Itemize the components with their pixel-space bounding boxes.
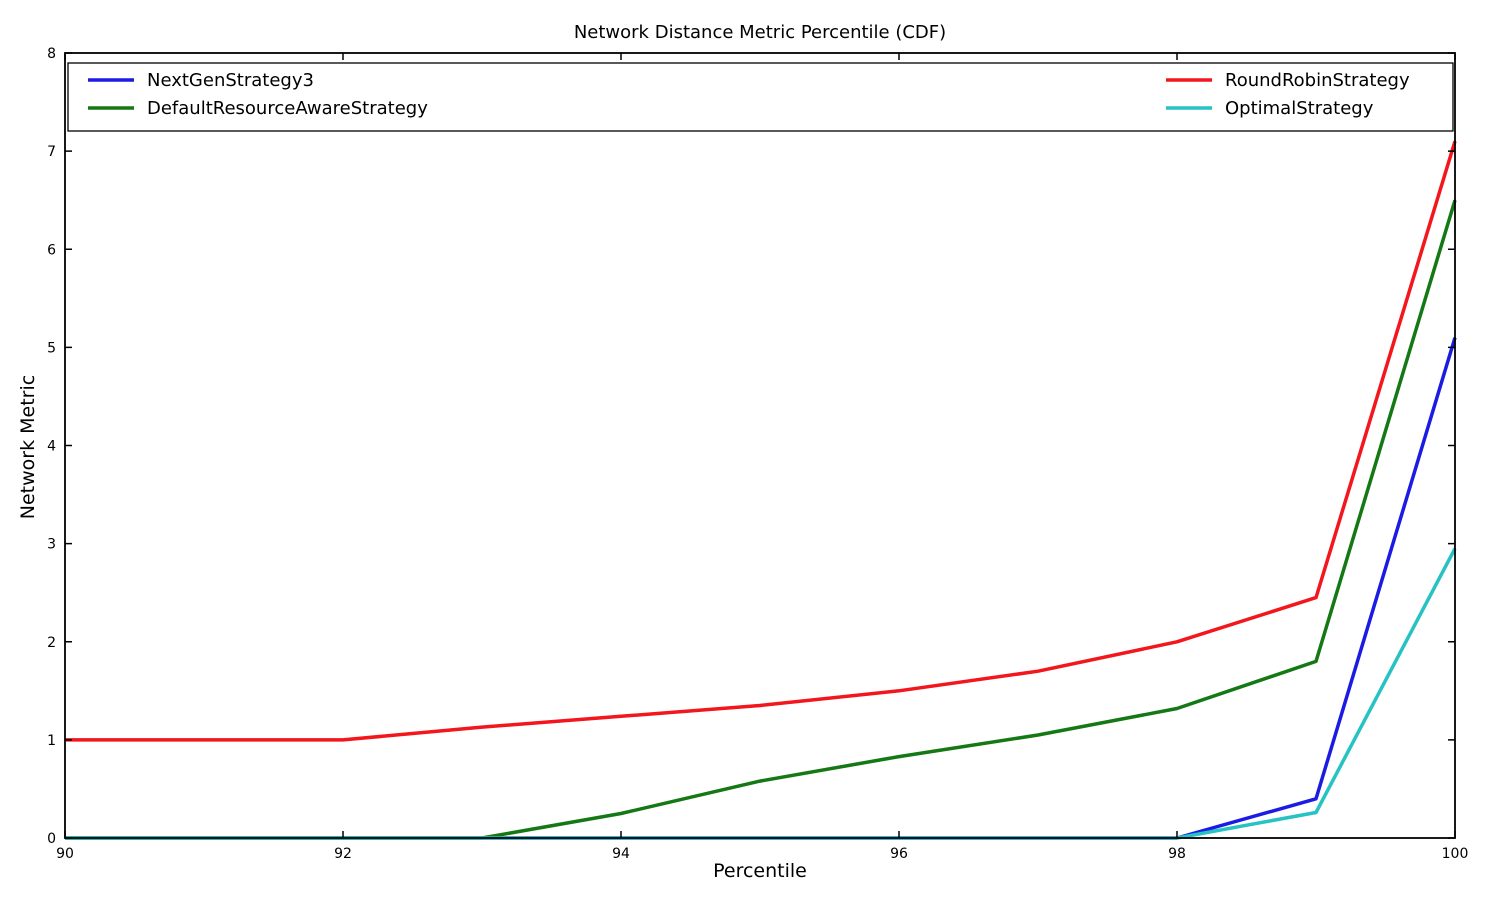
y-tick-label: 3 — [47, 537, 56, 553]
series-line-OptimalStrategy — [65, 547, 1457, 840]
legend-label-OptimalStrategy: OptimalStrategy — [1225, 98, 1374, 119]
x-tick-label: 94 — [612, 846, 630, 862]
y-tick-label: 7 — [47, 144, 56, 160]
legend-label-DefaultResourceAwareStrategy: DefaultResourceAwareStrategy — [147, 98, 428, 119]
x-axis-label: Percentile — [713, 860, 807, 882]
y-axis-label: Network Metric — [17, 374, 39, 520]
y-tick-label: 2 — [47, 635, 56, 651]
y-tick-label: 0 — [47, 831, 56, 847]
x-tick-label: 100 — [1442, 846, 1469, 862]
x-tick-label: 92 — [334, 846, 352, 862]
legend-label-RoundRobinStrategy: RoundRobinStrategy — [1225, 70, 1410, 91]
series-line-DefaultResourceAwareStrategy — [65, 199, 1457, 840]
y-tick-label: 6 — [47, 242, 56, 258]
y-tick-label: 5 — [47, 340, 56, 356]
chart-title: Network Distance Metric Percentile (CDF) — [573, 22, 947, 43]
legend-label-NextGenStrategy3: NextGenStrategy3 — [147, 70, 314, 91]
x-tick-label: 90 — [56, 846, 74, 862]
legend-box — [67, 62, 1454, 132]
series-line-NextGenStrategy3 — [65, 337, 1457, 840]
series-line-RoundRobinStrategy — [65, 140, 1457, 742]
y-tick-label: 1 — [47, 733, 56, 749]
y-tick-label: 4 — [47, 439, 56, 455]
x-tick-label: 96 — [890, 846, 908, 862]
x-tick-label: 98 — [1168, 846, 1186, 862]
y-tick-label: 8 — [47, 46, 56, 62]
plot-frame — [64, 52, 1456, 839]
